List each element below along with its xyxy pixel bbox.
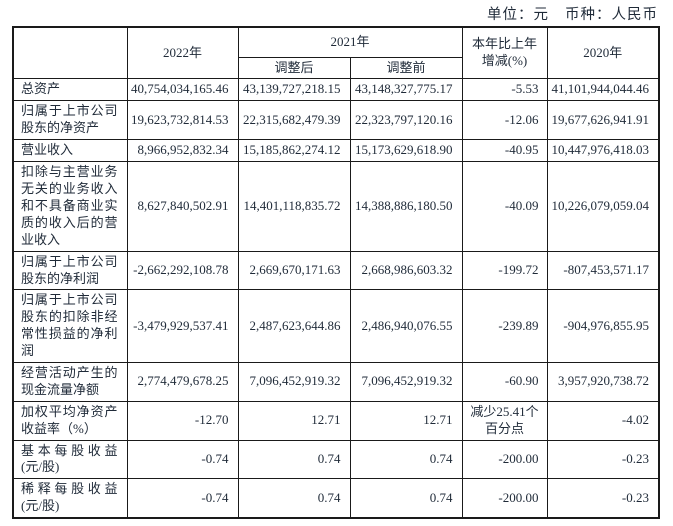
value-2020: -0.23: [546, 439, 660, 480]
row-label: 扣除与主营业务无关的业务收入和不具备商业实质的收入后的营业收入: [12, 161, 128, 252]
value-2022: -12.70: [126, 400, 239, 441]
value-2022: 8,627,840,502.91: [126, 161, 239, 252]
row-label: 归属于上市公司股东的净资产: [12, 100, 128, 141]
table-row-net-assets: 归属于上市公司股东的净资产 19,623,732,814.53 22,315,6…: [12, 100, 660, 141]
value-2021-adjusted: 14,401,118,835.72: [237, 161, 351, 252]
value-2022: 2,774,479,678.25: [126, 361, 239, 402]
table-row-weighted-roe: 加权平均净资产收益率（%） -12.70 12.71 12.71 减少25.41…: [12, 400, 660, 441]
value-2022: -3,479,929,537.41: [126, 289, 239, 363]
value-2022: -0.74: [126, 439, 239, 480]
row-label: 总资产: [12, 78, 128, 102]
row-label: 营业收入: [12, 139, 128, 163]
header-change-line1: 本年比上年: [472, 36, 538, 52]
value-change: 减少25.41个百分点: [461, 400, 548, 441]
value-2022: 40,754,034,165.46: [126, 78, 239, 102]
value-change: -40.09: [461, 161, 548, 252]
table-row-basic-eps: 基本每股收益(元/股) -0.74 0.74 0.74 -200.00 -0.2…: [12, 439, 660, 480]
value-2021-adjusted: 0.74: [237, 439, 351, 480]
table-row-total-assets: 总资产 40,754,034,165.46 43,139,727,218.15 …: [12, 78, 660, 102]
header-2021-adjusted: 调整后: [237, 56, 351, 80]
header-change-yoy: 本年比上年 增减(%): [461, 26, 548, 80]
value-2021-adjusted: 2,669,670,171.63: [237, 250, 351, 291]
header-2022: 2022年: [126, 26, 239, 80]
table-row-net-profit-after-nonrecurring: 归属于上市公司股东的扣除非经常性损益的净利润 -3,479,929,537.41…: [12, 289, 660, 363]
value-2022: -0.74: [126, 478, 239, 519]
financial-summary-table: 2022年 2021年 本年比上年 增减(%) 2020年 调整后 调整前 总资…: [12, 26, 661, 520]
value-2021-adjusted: 15,185,862,274.12: [237, 139, 351, 163]
table-row-net-profit: 归属于上市公司股东的净利润 -2,662,292,108.78 2,669,67…: [12, 250, 660, 291]
table-row-operating-revenue: 营业收入 8,966,952,832.34 15,185,862,274.12 …: [12, 139, 660, 163]
row-label: 经营活动产生的现金流量净额: [12, 361, 128, 402]
value-2020: 10,226,079,059.04: [546, 161, 660, 252]
row-label: 基本每股收益(元/股): [12, 439, 128, 480]
row-label: 稀释每股收益(元/股): [12, 478, 128, 519]
value-2021-before: 43,148,327,775.17: [349, 78, 463, 102]
value-2020: 41,101,944,044.46: [546, 78, 660, 102]
value-2022: -2,662,292,108.78: [126, 250, 239, 291]
value-2021-adjusted: 12.71: [237, 400, 351, 441]
unit-currency-line: 单位：元 币种：人民币: [487, 3, 658, 24]
value-2021-before: 22,323,797,120.16: [349, 100, 463, 141]
table-row-diluted-eps: 稀释每股收益(元/股) -0.74 0.74 0.74 -200.00 -0.2…: [12, 478, 660, 519]
header-2021-before-adjust: 调整前: [349, 56, 463, 80]
value-change: -12.06: [461, 100, 548, 141]
value-change: -60.90: [461, 361, 548, 402]
value-2021-adjusted: 7,096,452,919.32: [237, 361, 351, 402]
value-2020: -0.23: [546, 478, 660, 519]
value-2020: -807,453,571.17: [546, 250, 660, 291]
value-2021-before: 7,096,452,919.32: [349, 361, 463, 402]
value-change: -200.00: [461, 478, 548, 519]
value-2021-before: 2,668,986,603.32: [349, 250, 463, 291]
value-2020: 10,447,976,418.03: [546, 139, 660, 163]
row-label: 加权平均净资产收益率（%）: [12, 400, 128, 441]
value-2022: 19,623,732,814.53: [126, 100, 239, 141]
value-2021-before: 15,173,629,618.90: [349, 139, 463, 163]
table-row-operating-cash-flow: 经营活动产生的现金流量净额 2,774,479,678.25 7,096,452…: [12, 361, 660, 402]
value-2022: 8,966,952,832.34: [126, 139, 239, 163]
row-label: 归属于上市公司股东的净利润: [12, 250, 128, 291]
value-change: -40.95: [461, 139, 548, 163]
value-2021-before: 2,486,940,076.55: [349, 289, 463, 363]
value-2021-before: 12.71: [349, 400, 463, 441]
value-change: -199.72: [461, 250, 548, 291]
value-change: -200.00: [461, 439, 548, 480]
value-2021-adjusted: 43,139,727,218.15: [237, 78, 351, 102]
header-2020: 2020年: [546, 26, 660, 80]
value-change: -239.89: [461, 289, 548, 363]
table-row-revenue-after-deduction: 扣除与主营业务无关的业务收入和不具备商业实质的收入后的营业收入 8,627,84…: [12, 161, 660, 252]
value-2020: -904,976,855.95: [546, 289, 660, 363]
value-2021-adjusted: 22,315,682,479.39: [237, 100, 351, 141]
unit-label: 单位：元: [487, 7, 549, 23]
value-2021-before: 0.74: [349, 478, 463, 519]
value-2020: 3,957,920,738.72: [546, 361, 660, 402]
value-2020: 19,677,626,941.91: [546, 100, 660, 141]
row-label: 归属于上市公司股东的扣除非经常性损益的净利润: [12, 289, 128, 363]
value-2021-adjusted: 0.74: [237, 478, 351, 519]
value-2021-before: 14,388,886,180.50: [349, 161, 463, 252]
header-change-line2: 增减(%): [481, 53, 528, 69]
currency-label: 币种：人民币: [565, 7, 658, 23]
value-change: -5.53: [461, 78, 548, 102]
value-2021-before: 0.74: [349, 439, 463, 480]
header-2021: 2021年: [237, 26, 463, 58]
value-2020: -4.02: [546, 400, 660, 441]
value-2021-adjusted: 2,487,623,644.86: [237, 289, 351, 363]
header-indicator-blank: [12, 26, 128, 80]
